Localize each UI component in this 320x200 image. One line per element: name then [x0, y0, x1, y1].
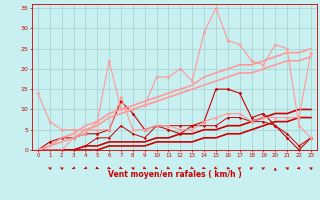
- X-axis label: Vent moyen/en rafales ( km/h ): Vent moyen/en rafales ( km/h ): [108, 170, 241, 179]
